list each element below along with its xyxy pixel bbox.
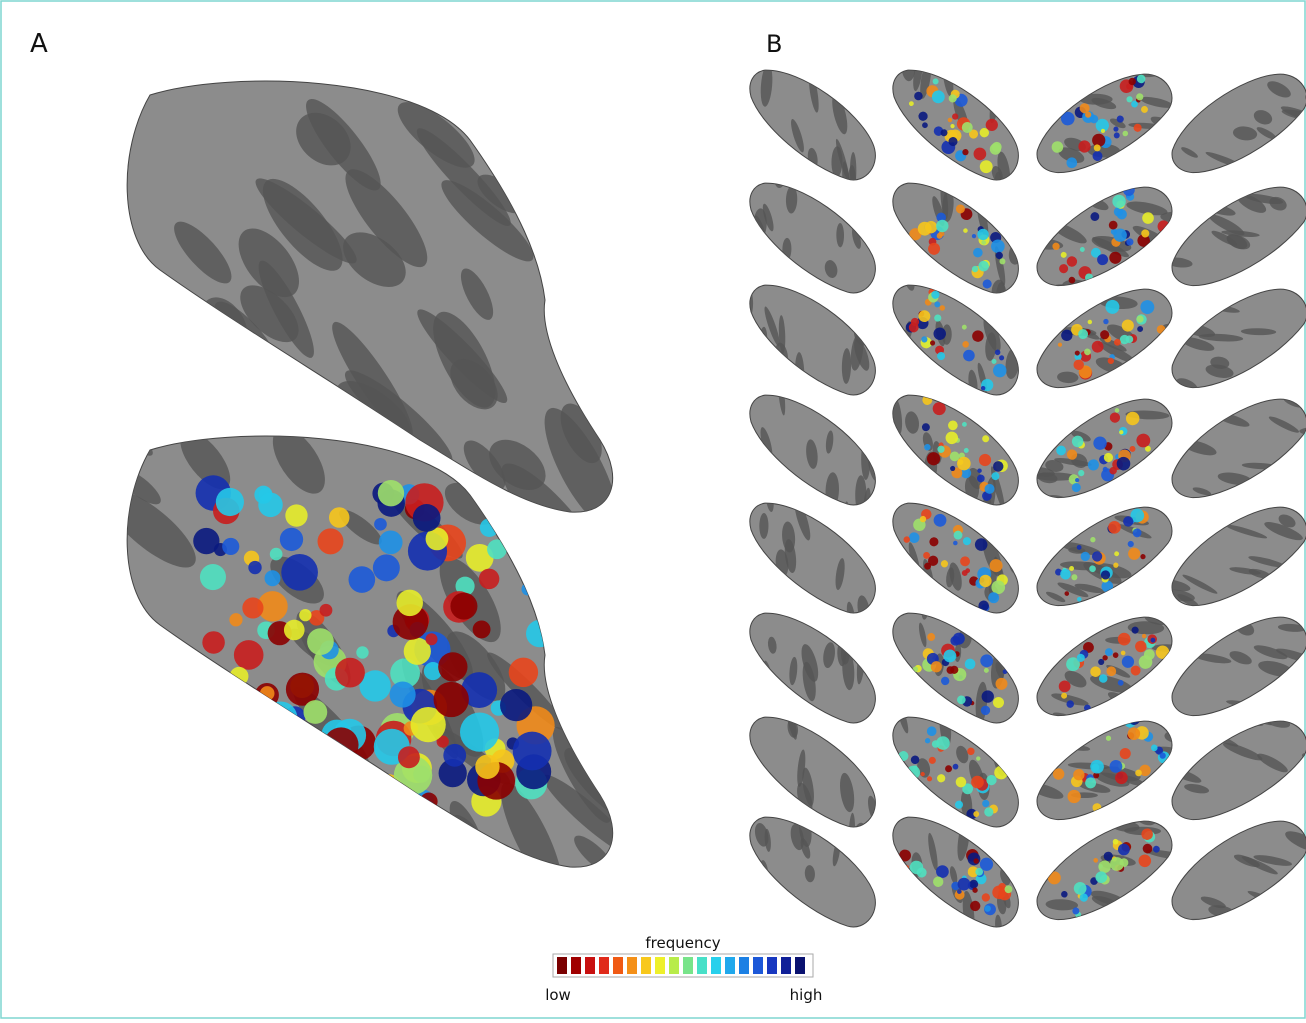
- activation-patch: [479, 569, 499, 589]
- activation-patch: [443, 744, 466, 767]
- colorbar-swatch: [753, 957, 763, 974]
- colorbar-swatch: [585, 957, 595, 974]
- colorbar-low: low: [545, 986, 571, 1004]
- activation-patch: [285, 504, 307, 526]
- activation-patch: [248, 561, 261, 574]
- activation-patch: [258, 493, 282, 517]
- activation-patch: [329, 507, 349, 527]
- activation-patch: [374, 518, 387, 531]
- activation-patch: [379, 530, 403, 554]
- activation-patch: [265, 570, 281, 586]
- colorbar-swatch: [767, 957, 777, 974]
- activation-patch: [413, 504, 441, 532]
- activation-patch: [284, 620, 305, 641]
- activation-patch: [307, 628, 334, 655]
- activation-patch: [193, 528, 219, 554]
- activation-patch: [460, 713, 499, 752]
- colorbar-swatch: [781, 957, 791, 974]
- activation-patch: [390, 682, 416, 708]
- colorbar-title: frequency: [645, 934, 720, 952]
- activation-patch: [335, 658, 365, 688]
- colorbar-swatch: [571, 957, 581, 974]
- activation-patch: [281, 554, 318, 591]
- activation-patch: [398, 746, 420, 768]
- activation-patch: [200, 564, 226, 590]
- figure: A B frequency low high: [0, 0, 1306, 1019]
- activation-patch: [202, 631, 225, 654]
- colorbar-swatch: [627, 957, 637, 974]
- colorbar-swatch: [557, 957, 567, 974]
- activation-patch: [299, 609, 311, 621]
- activation-patch: [222, 538, 239, 555]
- activation-patch: [242, 597, 263, 618]
- colorbar-swatch: [613, 957, 623, 974]
- activation-patch: [373, 554, 400, 581]
- activation-patch: [270, 548, 283, 561]
- activation-patch: [318, 528, 344, 554]
- activation-patch: [234, 640, 264, 670]
- colorbar-swatch: [725, 957, 735, 974]
- activation-patch: [509, 658, 538, 687]
- activation-patch: [434, 682, 469, 717]
- activation-patch: [216, 488, 244, 516]
- activation-patch: [356, 646, 368, 658]
- page: A B frequency low high (() => { const da…: [0, 0, 1306, 1019]
- colorbar-swatch: [795, 957, 805, 974]
- activation-patch: [450, 593, 477, 620]
- activation-patch: [473, 620, 491, 638]
- activation-patch: [426, 633, 438, 645]
- colorbar-swatch: [697, 957, 707, 974]
- colorbar-swatch: [669, 957, 679, 974]
- activation-patch: [513, 732, 552, 771]
- activation-patch: [438, 652, 467, 681]
- activation-patch: [280, 528, 303, 551]
- activation-patch: [396, 590, 422, 616]
- colorbar-high: high: [790, 986, 823, 1004]
- colorbar-swatch: [683, 957, 693, 974]
- colorbar-swatch: [711, 957, 721, 974]
- colorbar-swatch: [641, 957, 651, 974]
- activation-patch: [500, 689, 532, 721]
- colorbar-swatch: [599, 957, 609, 974]
- activation-patch: [378, 480, 404, 506]
- panel-label: A: [30, 29, 48, 59]
- activation-patch: [475, 755, 499, 779]
- colorbar-swatch: [655, 957, 665, 974]
- activation-patch: [349, 566, 376, 593]
- activation-patch: [320, 604, 333, 617]
- activation-patch: [303, 700, 327, 724]
- activation-patch: [229, 613, 242, 626]
- activation-patch: [413, 766, 430, 783]
- panel-label: B: [766, 30, 782, 58]
- colorbar-swatch: [739, 957, 749, 974]
